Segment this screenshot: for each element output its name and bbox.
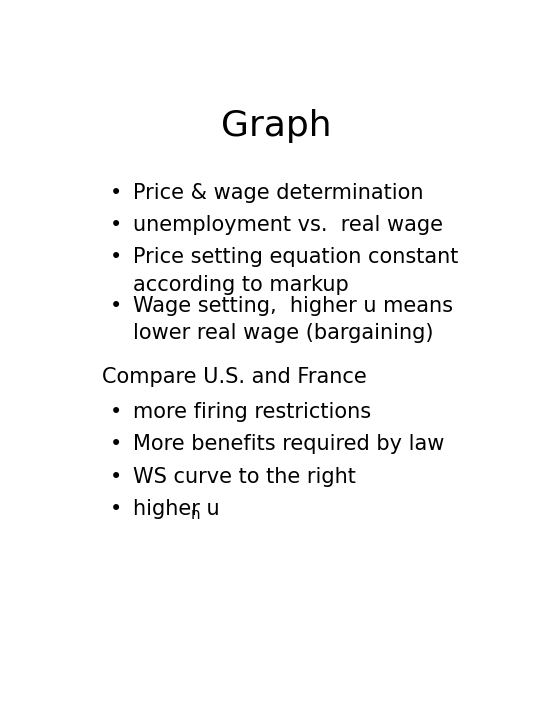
Text: according to markup: according to markup: [133, 275, 349, 294]
Text: •: •: [110, 434, 123, 454]
Text: •: •: [110, 402, 123, 422]
Text: n: n: [191, 507, 200, 522]
Text: •: •: [110, 183, 123, 202]
Text: •: •: [110, 467, 123, 487]
Text: •: •: [110, 296, 123, 316]
Text: •: •: [110, 499, 123, 519]
Text: higher u: higher u: [133, 499, 220, 519]
Text: lower real wage (bargaining): lower real wage (bargaining): [133, 323, 434, 343]
Text: Price setting equation constant: Price setting equation constant: [133, 248, 459, 267]
Text: •: •: [110, 215, 123, 235]
Text: Compare U.S. and France: Compare U.S. and France: [103, 367, 367, 387]
Text: Graph: Graph: [221, 109, 332, 143]
Text: •: •: [110, 248, 123, 267]
Text: WS curve to the right: WS curve to the right: [133, 467, 356, 487]
Text: More benefits required by law: More benefits required by law: [133, 434, 445, 454]
Text: more firing restrictions: more firing restrictions: [133, 402, 372, 422]
Text: unemployment vs.  real wage: unemployment vs. real wage: [133, 215, 443, 235]
Text: Wage setting,  higher u means: Wage setting, higher u means: [133, 296, 454, 316]
Text: Price & wage determination: Price & wage determination: [133, 183, 424, 202]
